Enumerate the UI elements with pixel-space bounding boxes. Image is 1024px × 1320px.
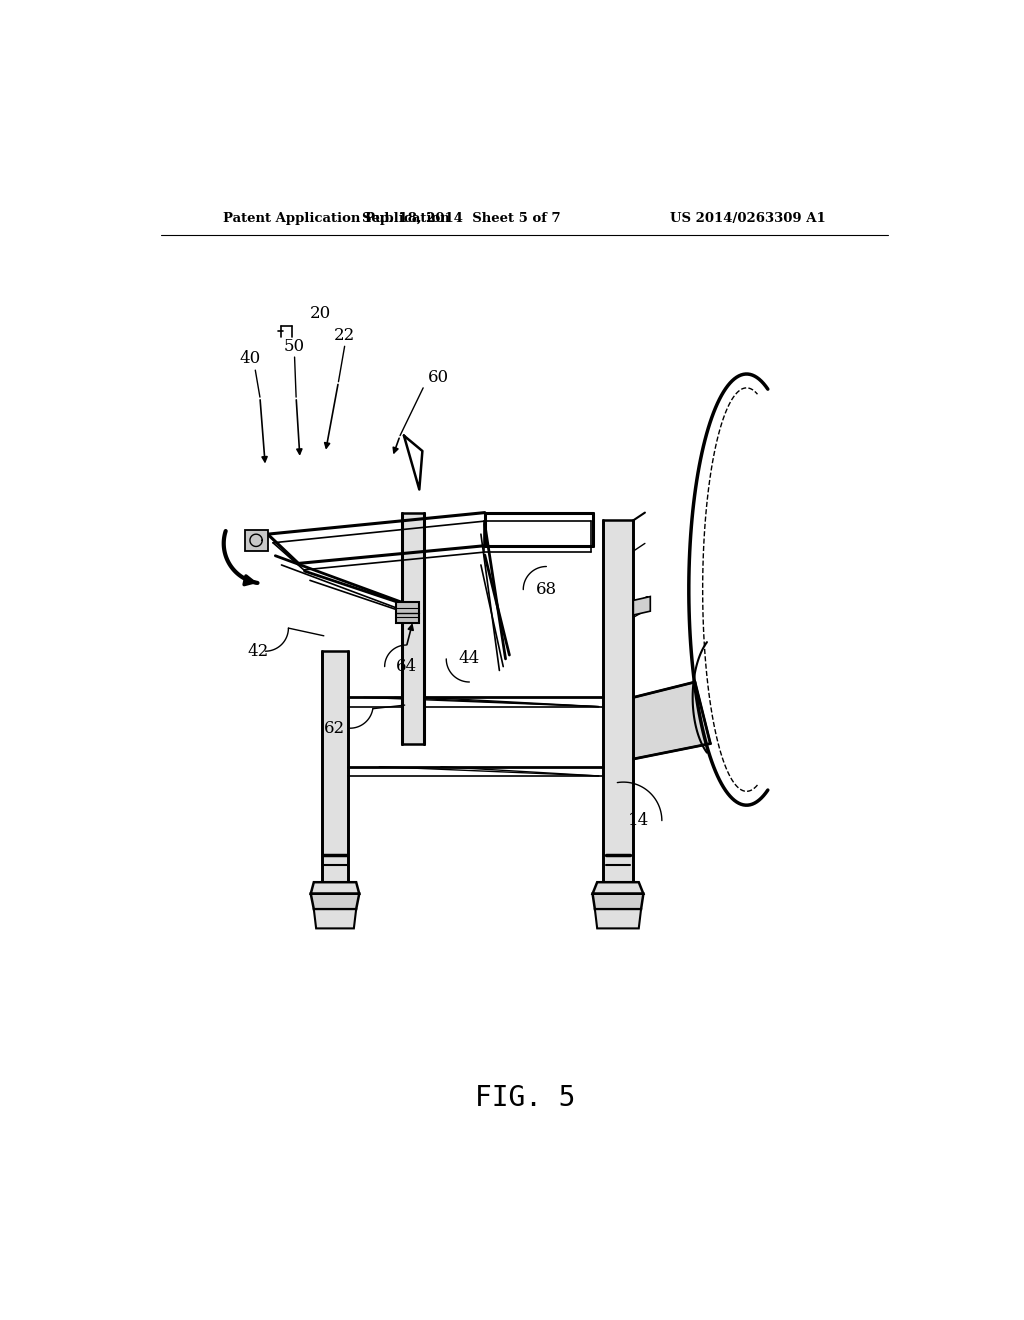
Text: Sep. 18, 2014  Sheet 5 of 7: Sep. 18, 2014 Sheet 5 of 7 bbox=[362, 213, 561, 224]
Text: 68: 68 bbox=[536, 581, 557, 598]
Text: 40: 40 bbox=[240, 350, 260, 367]
Text: 64: 64 bbox=[395, 659, 417, 675]
Polygon shape bbox=[593, 882, 643, 894]
Polygon shape bbox=[593, 894, 643, 909]
Polygon shape bbox=[322, 651, 348, 882]
Text: 20: 20 bbox=[310, 305, 332, 322]
Text: 22: 22 bbox=[334, 327, 355, 345]
Text: 60: 60 bbox=[428, 370, 450, 387]
Text: 44: 44 bbox=[459, 651, 480, 668]
Text: 14: 14 bbox=[628, 812, 649, 829]
Polygon shape bbox=[634, 597, 650, 615]
Polygon shape bbox=[310, 882, 359, 894]
Polygon shape bbox=[396, 602, 419, 623]
Polygon shape bbox=[634, 682, 711, 759]
Polygon shape bbox=[595, 909, 641, 928]
Polygon shape bbox=[245, 529, 267, 552]
Polygon shape bbox=[402, 512, 424, 743]
Text: Patent Application Publication: Patent Application Publication bbox=[223, 213, 450, 224]
Text: 42: 42 bbox=[247, 643, 268, 660]
Polygon shape bbox=[313, 909, 356, 928]
Text: 62: 62 bbox=[324, 719, 345, 737]
Text: 50: 50 bbox=[284, 338, 305, 355]
Polygon shape bbox=[602, 520, 634, 882]
Text: US 2014/0263309 A1: US 2014/0263309 A1 bbox=[670, 213, 825, 224]
Text: FIG. 5: FIG. 5 bbox=[474, 1084, 575, 1111]
Polygon shape bbox=[310, 894, 359, 909]
